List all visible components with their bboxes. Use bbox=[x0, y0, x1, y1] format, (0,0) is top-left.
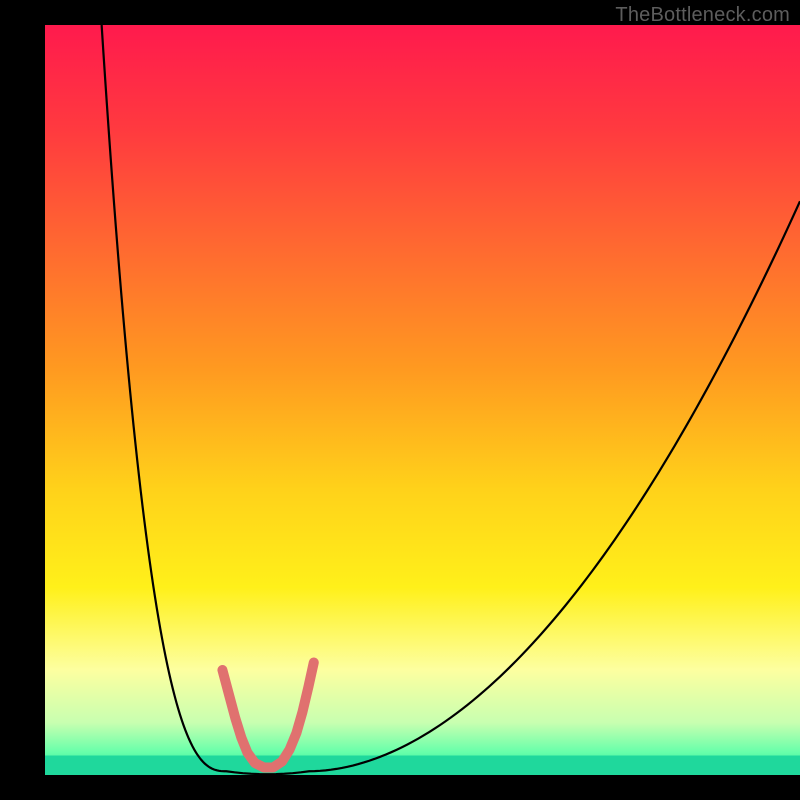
bottleneck-chart bbox=[0, 0, 800, 800]
plot-gradient-background bbox=[45, 25, 800, 775]
green-bottom-strip bbox=[45, 756, 800, 776]
